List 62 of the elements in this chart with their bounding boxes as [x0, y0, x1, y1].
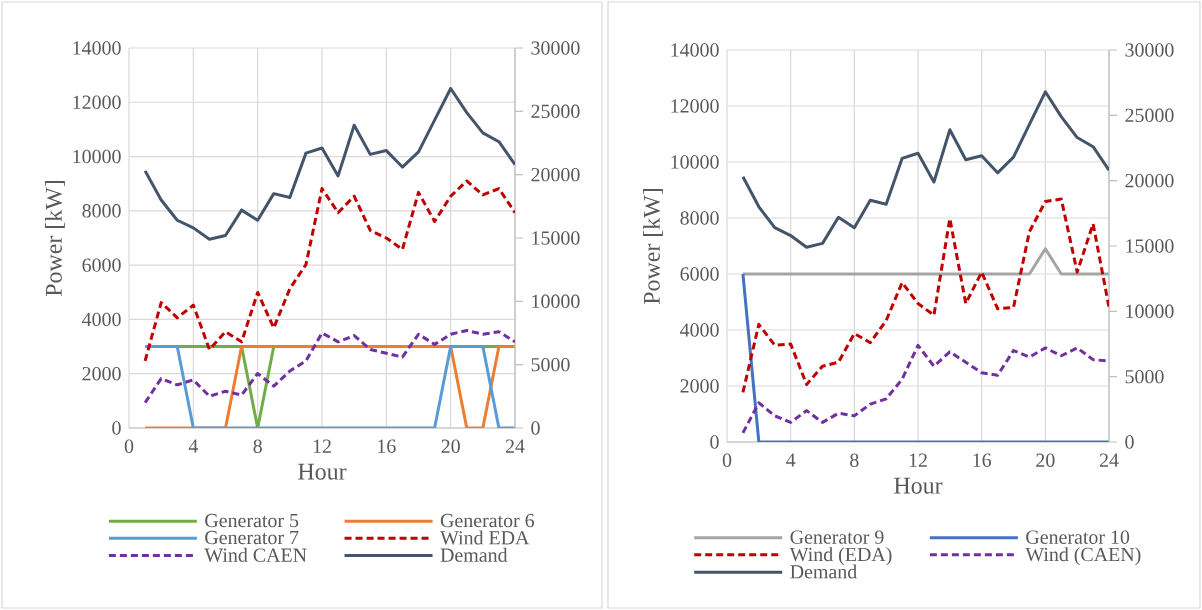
y2-tick-label: 30000	[531, 41, 580, 55]
y-tick-label: 2000	[680, 379, 719, 393]
legend-label: Wind (EDA)	[789, 547, 892, 566]
y2-tick-label: 30000	[1125, 43, 1174, 57]
y-tick-label: 4000	[680, 323, 719, 337]
y2-tick-label: 10000	[532, 294, 580, 309]
x-tick-label: 24	[505, 439, 525, 453]
legend-label: Generator 6	[440, 513, 535, 528]
legend-label: Demand	[440, 547, 508, 562]
y2-tick-label: 10000	[1126, 304, 1174, 319]
y-tick-label: 2000	[82, 366, 121, 381]
line-series	[143, 179, 516, 363]
legend-label: Generator 10	[1026, 530, 1130, 544]
y-tick-label: 6000	[680, 267, 719, 281]
x-tick-label: 20	[441, 439, 460, 453]
x-tick-label: 4	[786, 453, 796, 467]
x-tick-label: 12	[909, 453, 927, 467]
x-tick-label: 8	[253, 439, 262, 453]
x-axis-title: Hour	[894, 477, 943, 494]
y2-tick-label: 25000	[1125, 108, 1174, 123]
y-axis-title: Power [kW]	[643, 189, 663, 305]
x-tick-label: 16	[973, 453, 992, 467]
x-tick-label: 8	[850, 453, 859, 467]
x-axis-title: Hour	[298, 463, 347, 480]
y2-tick-label: 5000	[531, 357, 570, 372]
legend-label: Wind (CAEN)	[1025, 547, 1141, 566]
legend-label: Wind EDA	[440, 530, 530, 545]
x-tick-label: 20	[1036, 453, 1055, 467]
legend-label: Demand	[790, 564, 857, 579]
y-tick-label: 10000	[671, 155, 719, 169]
x-tick-label: 12	[313, 439, 331, 453]
x-tick-label: 0	[124, 439, 134, 453]
y-tick-label: 10000	[73, 149, 121, 164]
y-axis-title: Power [kW]	[45, 181, 65, 297]
y2-tick-label: 25000	[531, 104, 580, 119]
y-tick-label: 8000	[680, 211, 719, 225]
y-tick-label: 14000	[671, 43, 719, 57]
legend-label: Generator 5	[205, 513, 299, 528]
line-series	[741, 90, 1110, 249]
x-tick-label: 24	[1099, 453, 1119, 467]
legend-label: Wind CAEN	[204, 547, 307, 562]
y-tick-label: 12000	[73, 95, 121, 109]
line-series	[143, 87, 516, 241]
y-tick-label: 4000	[82, 312, 121, 327]
x-tick-label: 4	[188, 439, 199, 453]
y-tick-label: 12000	[671, 99, 719, 113]
line-series	[741, 197, 1110, 394]
x-tick-label: 0	[722, 453, 732, 467]
y-tick-label: 8000	[82, 204, 121, 218]
y-tick-label: 14000	[73, 41, 121, 55]
y2-tick-label: 15000	[532, 231, 580, 245]
y2-tick-label: 0	[531, 421, 540, 435]
y2-tick-label: 20000	[1125, 173, 1174, 188]
y-tick-label: 6000	[82, 258, 121, 272]
legend-label: Generator 9	[790, 530, 884, 544]
y2-tick-label: 15000	[1126, 239, 1174, 253]
x-tick-label: 16	[378, 439, 396, 453]
y2-tick-label: 20000	[531, 167, 580, 182]
y-tick-label: 0	[112, 421, 121, 435]
line-series	[143, 328, 516, 405]
legend-label: Generator 7	[205, 530, 299, 545]
y2-tick-label: 5000	[1125, 369, 1164, 384]
